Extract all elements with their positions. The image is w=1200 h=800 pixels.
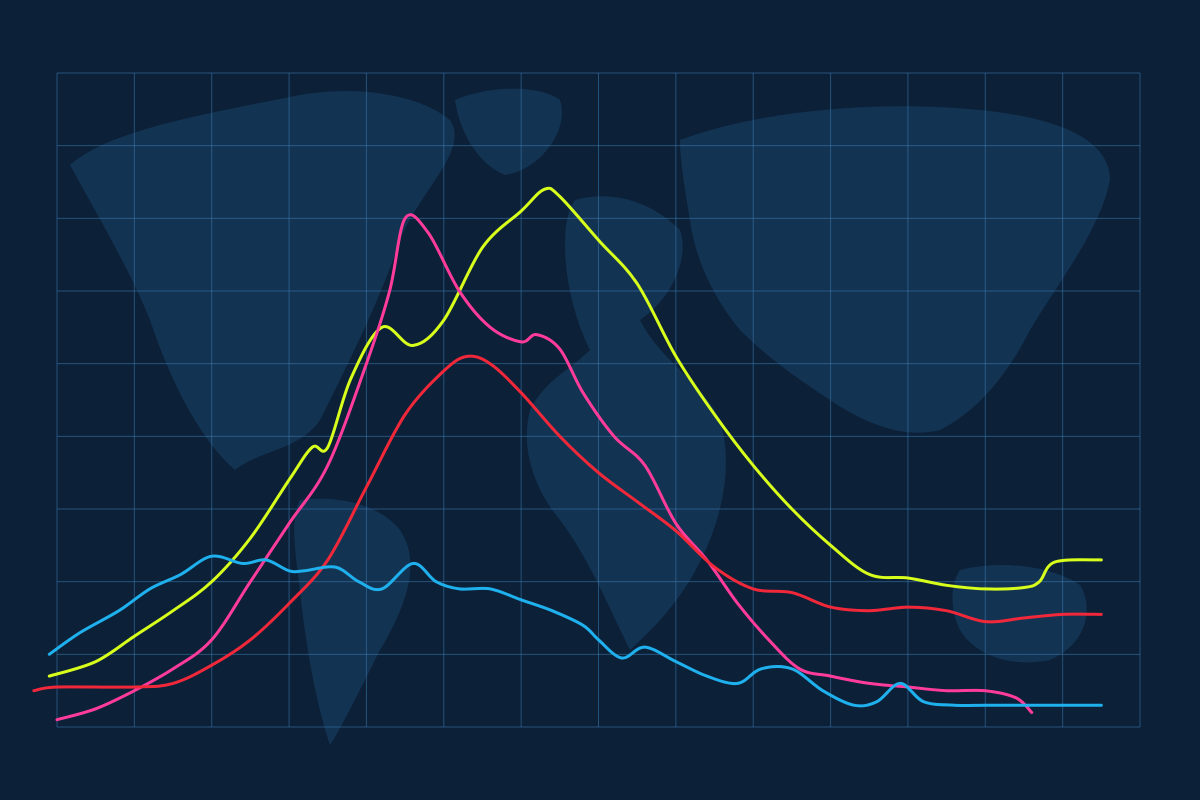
asia-shape xyxy=(680,106,1110,433)
series-line-4 xyxy=(47,554,1103,708)
north-america-shape xyxy=(70,91,455,470)
world-map-background xyxy=(70,88,1110,745)
greenland-shape xyxy=(455,88,562,175)
chart-grid xyxy=(56,72,1141,728)
series-line-1 xyxy=(47,186,1103,678)
series-line-3 xyxy=(32,354,1103,693)
series-line-2 xyxy=(55,213,1034,722)
chart-series xyxy=(32,186,1103,722)
south-america-shape xyxy=(294,498,411,745)
